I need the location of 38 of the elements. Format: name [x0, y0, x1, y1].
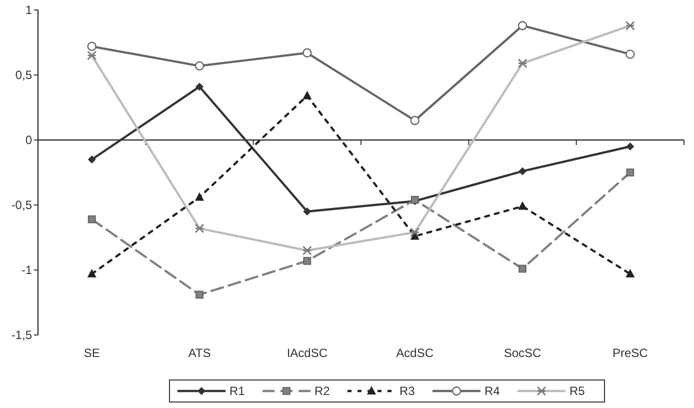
point [87, 42, 96, 51]
x-tick-label: SocSC [504, 346, 542, 360]
point [196, 82, 204, 91]
y-tick-label: -1,5 [11, 328, 32, 342]
x-tick-label: AcdSC [396, 346, 434, 360]
x-tick-label: PreSC [612, 346, 648, 360]
point [518, 201, 527, 210]
y-tick-label: 1 [25, 3, 32, 18]
point [88, 215, 96, 224]
point [626, 268, 635, 278]
x-tick-label: IAcdSC [286, 346, 328, 360]
point [303, 208, 312, 216]
y-tick-label: -1 [21, 263, 32, 278]
point [303, 257, 312, 265]
y-tick-label: 0,5 [15, 68, 32, 82]
y-tick-label: -0,5 [11, 198, 32, 212]
point [196, 290, 204, 299]
point [626, 168, 634, 176]
x-tick-label: SE [84, 346, 100, 360]
legend-label: R5 [570, 384, 586, 398]
legend-label: R4 [484, 384, 500, 398]
point [518, 167, 526, 176]
point [302, 48, 312, 58]
point [88, 156, 96, 164]
point [626, 50, 635, 59]
x-tick-label: ATS [188, 346, 211, 360]
point [626, 142, 634, 150]
point [194, 61, 204, 70]
point [87, 268, 96, 278]
point [518, 21, 528, 30]
point [302, 90, 312, 100]
legend-label: R2 [314, 384, 330, 398]
legend-label: R1 [230, 384, 246, 398]
point [518, 264, 526, 273]
point [195, 192, 204, 201]
legend-label: R3 [400, 384, 416, 398]
point [410, 116, 420, 126]
y-tick-label: 0 [25, 133, 32, 148]
